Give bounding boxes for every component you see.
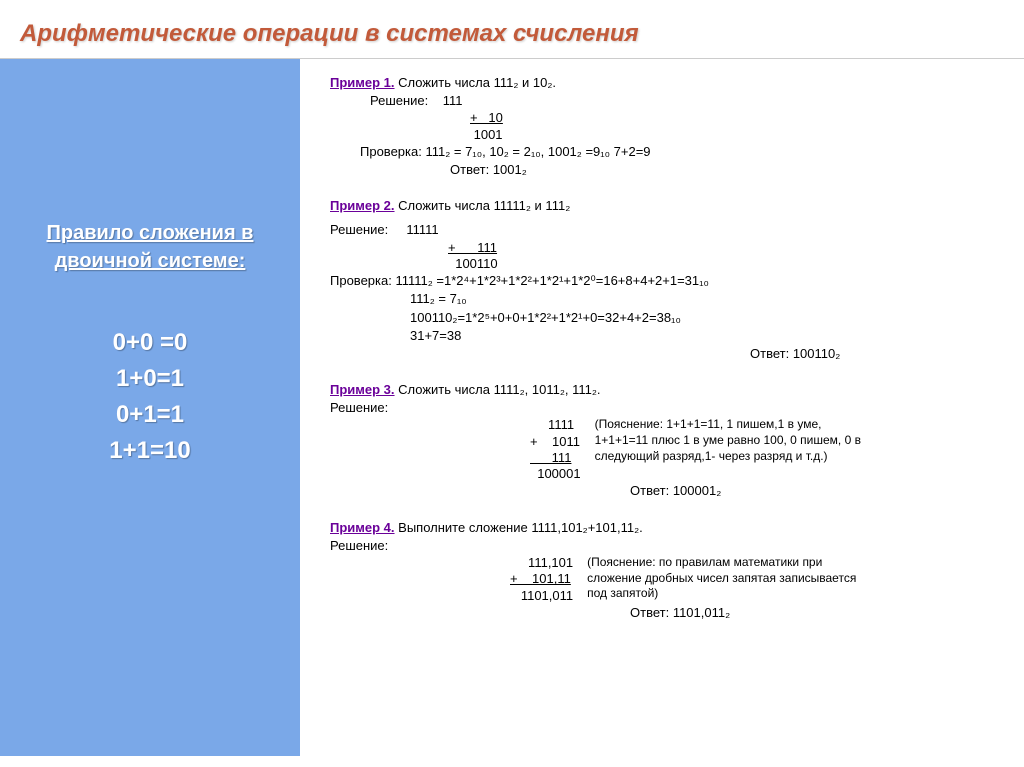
ex1-solution-label: Решение: (370, 93, 428, 108)
ex4-answer-label: Ответ: (630, 605, 673, 620)
ex2-label: Пример 2. (330, 198, 395, 213)
ex4-calc: 111,101 + 101,11 1101,011 (510, 555, 573, 604)
sidebar: Правило сложения в двоичной системе: 0+0… (0, 59, 300, 756)
ex4-l2: + 101,11 (510, 571, 571, 586)
example-3: Пример 3. Сложить числа 1111₂, 1011₂, 11… (330, 381, 1014, 501)
ex3-answer-label: Ответ: (630, 483, 673, 498)
content-area: Правило сложения в двоичной системе: 0+0… (0, 59, 1024, 756)
ex1-calc: + 10 1001 (470, 110, 1014, 143)
ex2-answer-val: 100110₂ (793, 346, 840, 361)
ex2-calc: + 111 100110 (448, 240, 1014, 273)
main-content: Пример 1. Сложить числа 111₂ и 10₂. Реше… (300, 59, 1024, 756)
ex3-l4: 100001 (530, 466, 581, 481)
ex4-task: Выполните сложение 1111,101₂+101,11₂. (395, 520, 643, 535)
ex1-check-label: Проверка: (360, 144, 422, 159)
ex1-l3: 1001 (470, 127, 503, 142)
rules-block: 0+0 =0 1+0=1 0+1=1 1+1=10 (10, 325, 290, 469)
ex1-answer-val: 1001₂ (493, 162, 527, 177)
ex2-l3: 100110 (448, 256, 498, 271)
ex4-l1: 111,101 (510, 555, 573, 570)
ex2-chk3: 100110₂=1*2⁵+0+0+1*2²+1*2¹+0=32+4+2=38₁₀ (410, 309, 1014, 327)
ex1-l2: + 10 (470, 110, 503, 125)
ex3-l3: 111 (530, 450, 571, 465)
ex1-check-text: 111₂ = 7₁₀, 10₂ = 2₁₀, 1001₂ =9₁₀ 7+2=9 (422, 144, 651, 159)
title-bar: Арифметические операции в системах счисл… (0, 0, 1024, 59)
ex4-l3: 1101,011 (510, 588, 573, 603)
example-4: Пример 4. Выполните сложение 1111,101₂+1… (330, 519, 1014, 622)
ex2-chk4: 31+7=38 (410, 327, 1014, 345)
ex2-answer-label: Ответ: (750, 346, 793, 361)
ex3-task: Сложить числа 1111₂, 1011₂, 111₂. (395, 382, 601, 397)
heading-line1: Правило сложения в (47, 222, 254, 244)
ex1-label: Пример 1. (330, 75, 395, 90)
ex3-label: Пример 3. (330, 382, 395, 397)
ex3-solution-label: Решение: (330, 399, 1014, 417)
ex2-chk2: 111₂ = 7₁₀ (410, 290, 1014, 308)
ex3-l2: + 1011 (530, 434, 580, 449)
heading-line2: двоичной системе: (55, 250, 246, 272)
ex3-explain: (Пояснение: 1+1+1=11, 1 пишем,1 в уме, 1… (595, 417, 865, 464)
ex4-explain: (Пояснение: по правилам математики при с… (587, 555, 857, 602)
rule-3: 1+1=10 (10, 433, 290, 469)
rule-2: 0+1=1 (10, 397, 290, 433)
ex3-calc: 1111 + 1011 111 100001 (530, 417, 581, 482)
ex2-l1: 11111 (392, 222, 439, 237)
ex2-check-label: Проверка: (330, 273, 392, 288)
page-title: Арифметические операции в системах счисл… (20, 20, 1004, 48)
example-2: Пример 2. Сложить числа 11111₂ и 111₂ Ре… (330, 197, 1014, 363)
ex3-l1: 1111 (530, 417, 574, 432)
ex2-solution-label: Решение: (330, 222, 388, 237)
sidebar-heading: Правило сложения в двоичной системе: (10, 219, 290, 275)
rule-1: 1+0=1 (10, 361, 290, 397)
example-1: Пример 1. Сложить числа 111₂ и 10₂. Реше… (330, 74, 1014, 179)
ex3-answer-val: 100001₂ (673, 483, 721, 498)
ex4-solution-label: Решение: (330, 537, 1014, 555)
ex1-task: Сложить числа 111₂ и 10₂. (395, 75, 556, 90)
ex4-label: Пример 4. (330, 520, 395, 535)
ex4-answer-val: 1101,011₂ (673, 605, 730, 620)
ex2-l2: + 111 (448, 240, 497, 255)
ex2-task: Сложить числа 11111₂ и 111₂ (395, 198, 571, 213)
ex1-answer-label: Ответ: (450, 162, 493, 177)
ex2-chk1: 11111₂ =1*2⁴+1*2³+1*2²+1*2¹+1*2⁰=16+8+4+… (392, 273, 709, 288)
rule-0: 0+0 =0 (10, 325, 290, 361)
ex1-l1: 111 (432, 93, 463, 108)
